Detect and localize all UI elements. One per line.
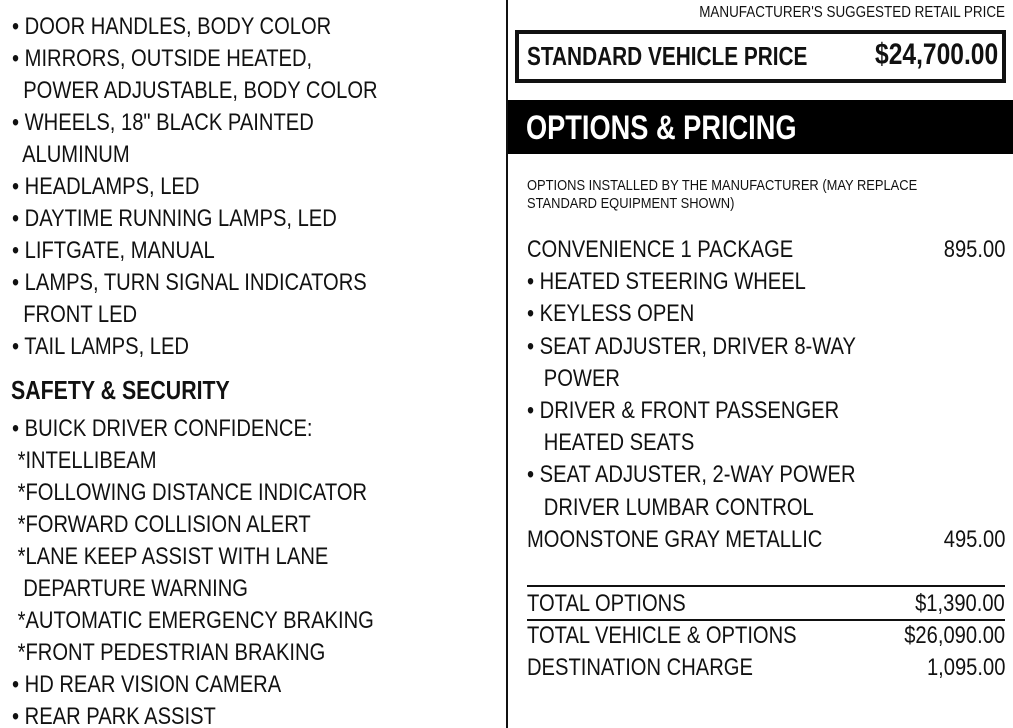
- equipment-line: *LANE KEEP ASSIST WITH LANE: [12, 543, 329, 570]
- totals-rule: [527, 585, 1005, 587]
- column-divider: [506, 0, 508, 728]
- options-heading-bar: OPTIONS & PRICING: [508, 100, 1013, 154]
- equipment-line: POWER ADJUSTABLE, BODY COLOR: [12, 77, 378, 104]
- equipment-line: • HD REAR VISION CAMERA: [12, 671, 282, 698]
- option-line: • HEATED STEERING WHEEL: [527, 268, 806, 296]
- total-options-underline: [527, 619, 1005, 621]
- equipment-line: *FORWARD COLLISION ALERT: [12, 511, 311, 538]
- equipment-line: • HEADLAMPS, LED: [12, 173, 200, 200]
- option-price: 495.00: [943, 525, 1005, 553]
- option-line: MOONSTONE GRAY METALLIC: [527, 525, 823, 553]
- option-line: • DRIVER & FRONT PASSENGER: [527, 397, 840, 424]
- options-heading: OPTIONS & PRICING: [526, 109, 797, 147]
- equipment-line: • BUICK DRIVER CONFIDENCE:: [12, 415, 313, 442]
- equipment-line: FRONT LED: [12, 301, 138, 328]
- equipment-line: *FRONT PEDESTRIAN BRAKING: [12, 639, 326, 666]
- total-label: DESTINATION CHARGE: [527, 654, 753, 681]
- equipment-line: • WHEELS, 18" BLACK PAINTED: [12, 109, 314, 136]
- section-heading-safety: SAFETY & SECURITY: [11, 375, 230, 405]
- equipment-line: • TAIL LAMPS, LED: [12, 333, 189, 360]
- option-line: HEATED SEATS: [527, 429, 695, 457]
- equipment-line: • LIFTGATE, MANUAL: [12, 237, 215, 264]
- equipment-line: *INTELLIBEAM: [12, 447, 157, 474]
- standard-price-label: STANDARD VEHICLE PRICE: [527, 41, 808, 71]
- equipment-line: DEPARTURE WARNING: [12, 575, 248, 602]
- total-value: $1,390.00: [915, 590, 1005, 617]
- option-line: • KEYLESS OPEN: [527, 300, 695, 328]
- total-label: TOTAL VEHICLE & OPTIONS: [527, 622, 797, 649]
- options-note-line2: STANDARD EQUIPMENT SHOWN): [527, 195, 735, 212]
- option-line: • SEAT ADJUSTER, DRIVER 8-WAY: [527, 332, 856, 360]
- standard-price-box: STANDARD VEHICLE PRICE $24,700.00: [515, 30, 1006, 83]
- msrp-label: MANUFACTURER'S SUGGESTED RETAIL PRICE: [699, 4, 1005, 21]
- total-value: 1,095.00: [926, 654, 1005, 681]
- option-line: • SEAT ADJUSTER, 2-WAY POWER: [527, 461, 856, 489]
- equipment-line: • MIRRORS, OUTSIDE HEATED,: [12, 45, 313, 72]
- total-value: $26,090.00: [904, 622, 1005, 649]
- equipment-line: • REAR PARK ASSIST: [12, 703, 216, 728]
- equipment-line: *AUTOMATIC EMERGENCY BRAKING: [12, 607, 374, 634]
- option-line: DRIVER LUMBAR CONTROL: [527, 493, 814, 521]
- option-line: POWER: [527, 364, 620, 392]
- equipment-line: • LAMPS, TURN SIGNAL INDICATORS: [12, 269, 367, 296]
- equipment-line: ALUMINUM: [12, 141, 130, 168]
- option-line: CONVENIENCE 1 PACKAGE: [527, 236, 794, 263]
- option-price: 895.00: [943, 236, 1005, 263]
- standard-price-value: $24,700.00: [874, 38, 998, 71]
- equipment-line: • DOOR HANDLES, BODY COLOR: [12, 13, 332, 40]
- options-note-line1: OPTIONS INSTALLED BY THE MANUFACTURER (M…: [527, 177, 918, 194]
- total-label: TOTAL OPTIONS: [527, 590, 686, 617]
- equipment-line: • DAYTIME RUNNING LAMPS, LED: [12, 205, 337, 232]
- equipment-line: *FOLLOWING DISTANCE INDICATOR: [12, 479, 368, 506]
